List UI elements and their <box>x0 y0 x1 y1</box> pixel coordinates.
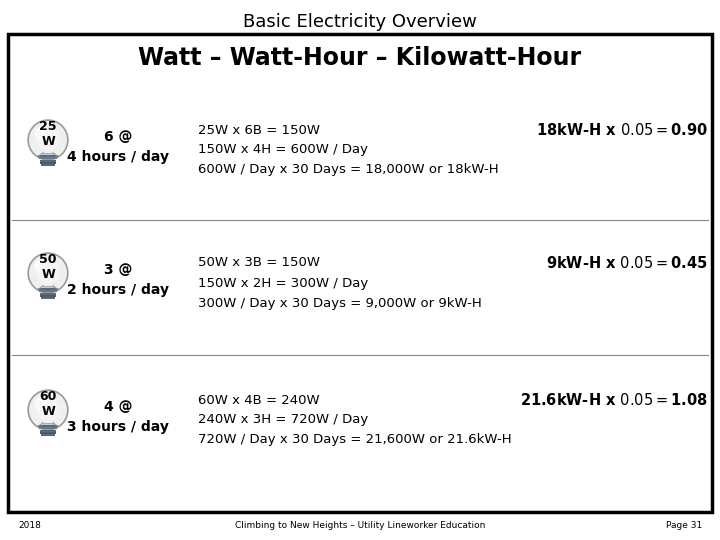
Text: Page 31: Page 31 <box>666 522 702 530</box>
Circle shape <box>37 128 59 150</box>
Bar <box>38 425 58 427</box>
Text: 150W x 4H = 600W / Day: 150W x 4H = 600W / Day <box>198 144 368 157</box>
Text: 150W x 2H = 300W / Day: 150W x 2H = 300W / Day <box>198 276 368 289</box>
Bar <box>40 162 56 164</box>
Circle shape <box>28 253 68 293</box>
Text: 60W x 4B = 240W: 60W x 4B = 240W <box>198 394 320 407</box>
Circle shape <box>35 128 47 139</box>
Text: 50W x 3B = 150W: 50W x 3B = 150W <box>198 256 320 269</box>
Text: Climbing to New Heights – Utility Lineworker Education: Climbing to New Heights – Utility Linewo… <box>235 522 485 530</box>
Text: 25
W: 25 W <box>40 120 57 148</box>
Text: 4 @
3 hours / day: 4 @ 3 hours / day <box>67 400 169 434</box>
Text: 3 @
2 hours / day: 3 @ 2 hours / day <box>67 263 169 297</box>
Bar <box>41 434 55 436</box>
FancyBboxPatch shape <box>8 34 712 512</box>
Bar <box>39 427 57 429</box>
Text: 2018: 2018 <box>18 522 41 530</box>
Text: 720W / Day x 30 Days = 21,600W or 21.6kW-H: 720W / Day x 30 Days = 21,600W or 21.6kW… <box>198 434 512 447</box>
Circle shape <box>28 120 68 160</box>
Text: 50
W: 50 W <box>40 253 57 281</box>
Circle shape <box>28 390 68 430</box>
Bar <box>38 288 58 290</box>
Text: 6 @
4 hours / day: 6 @ 4 hours / day <box>67 130 169 164</box>
Bar <box>38 155 58 157</box>
Circle shape <box>35 398 47 409</box>
Bar <box>40 432 56 434</box>
Text: 240W x 3H = 720W / Day: 240W x 3H = 720W / Day <box>198 414 368 427</box>
Text: 60
W: 60 W <box>40 390 57 418</box>
Circle shape <box>35 261 47 272</box>
Circle shape <box>37 398 59 420</box>
Bar <box>39 291 57 293</box>
Circle shape <box>37 261 59 283</box>
Bar <box>39 157 57 159</box>
Bar <box>41 164 55 166</box>
Bar <box>43 153 53 156</box>
Bar <box>43 423 53 426</box>
Bar <box>43 286 53 289</box>
Text: 21.6kW-H x $0.05 = $1.08: 21.6kW-H x $0.05 = $1.08 <box>521 392 708 408</box>
Text: Watt – Watt-Hour – Kilowatt-Hour: Watt – Watt-Hour – Kilowatt-Hour <box>138 46 582 70</box>
Bar <box>40 159 56 161</box>
Text: 9kW-H x $0.05 = $0.45: 9kW-H x $0.05 = $0.45 <box>546 255 708 271</box>
Bar <box>41 297 55 299</box>
Bar <box>40 429 56 431</box>
Text: 18kW-H x $0.05 = $0.90: 18kW-H x $0.05 = $0.90 <box>536 122 708 138</box>
Bar <box>40 295 56 297</box>
Text: 300W / Day x 30 Days = 9,000W or 9kW-H: 300W / Day x 30 Days = 9,000W or 9kW-H <box>198 296 482 309</box>
Bar <box>40 293 56 295</box>
Text: 25W x 6B = 150W: 25W x 6B = 150W <box>198 124 320 137</box>
Text: Basic Electricity Overview: Basic Electricity Overview <box>243 13 477 31</box>
Text: 600W / Day x 30 Days = 18,000W or 18kW-H: 600W / Day x 30 Days = 18,000W or 18kW-H <box>198 164 499 177</box>
